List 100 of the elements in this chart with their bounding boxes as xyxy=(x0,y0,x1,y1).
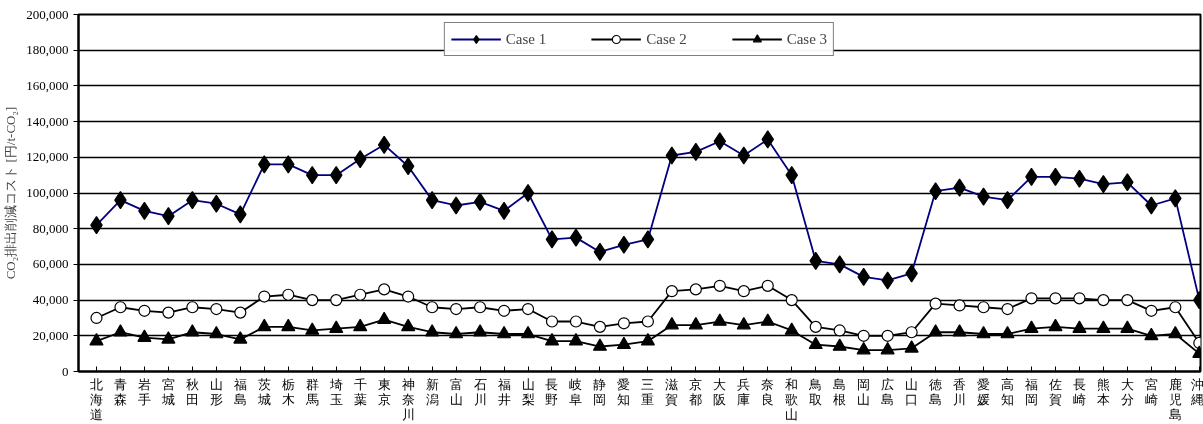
legend-label: Case 3 xyxy=(786,30,828,48)
point xyxy=(928,324,943,337)
point xyxy=(569,315,583,328)
point xyxy=(138,304,151,317)
point xyxy=(856,341,871,355)
point xyxy=(1073,292,1086,305)
x-tick-label: 東京 xyxy=(377,376,391,407)
x-tick-label: 宮城 xyxy=(160,376,175,407)
point xyxy=(617,317,631,330)
x-tick-label: 鹿児島 xyxy=(1168,376,1182,422)
point xyxy=(736,316,751,330)
x-tick-label: 奈良 xyxy=(761,376,775,407)
point xyxy=(1000,325,1015,339)
point xyxy=(593,320,607,333)
point xyxy=(305,322,320,335)
point xyxy=(449,325,464,339)
point xyxy=(976,325,991,339)
point xyxy=(1144,327,1159,341)
x-tick-label: 栃木 xyxy=(281,376,295,407)
x-tick-label: 茨城 xyxy=(256,376,271,407)
point xyxy=(784,322,799,335)
y-tick-label: 100,000 xyxy=(26,185,69,200)
y-axis-title: CO₂排出削減コスト [円/t-CO₂] xyxy=(3,106,19,280)
x-tick-label: 鳥取 xyxy=(808,376,823,407)
point xyxy=(401,318,416,332)
x-tick-label: 京都 xyxy=(689,376,703,407)
point xyxy=(665,285,678,298)
x-tick-label: 山形 xyxy=(209,376,223,407)
point xyxy=(833,324,846,337)
point xyxy=(497,304,511,317)
x-tick-label: 滋賀 xyxy=(665,376,679,407)
point xyxy=(544,333,560,346)
point xyxy=(616,336,632,350)
x-tick-label: 福岡 xyxy=(1024,376,1038,407)
point xyxy=(640,333,655,346)
point xyxy=(881,329,894,342)
point xyxy=(808,336,823,350)
point xyxy=(1049,292,1062,305)
point xyxy=(234,306,247,319)
point xyxy=(472,324,488,337)
x-tick-label: 群馬 xyxy=(304,376,319,407)
point xyxy=(880,341,895,355)
point xyxy=(353,318,368,332)
point xyxy=(281,318,296,332)
point xyxy=(545,315,559,328)
point xyxy=(1145,304,1158,317)
point xyxy=(568,333,584,346)
point xyxy=(952,324,967,337)
point xyxy=(1121,294,1134,307)
y-tick-label: 180,000 xyxy=(26,42,69,58)
point xyxy=(450,302,463,316)
x-tick-label: 石川 xyxy=(473,376,487,407)
point xyxy=(496,325,512,339)
point xyxy=(832,338,847,351)
x-tick-label: 岩手 xyxy=(137,376,151,407)
point xyxy=(282,288,295,301)
x-tick-label: 福井 xyxy=(497,376,511,407)
point xyxy=(712,313,727,326)
point xyxy=(761,279,774,292)
point xyxy=(426,301,439,314)
x-tick-label: 新潟 xyxy=(425,376,439,407)
point xyxy=(977,301,990,314)
x-tick-label: 長崎 xyxy=(1072,376,1086,407)
legend-label: Case 2 xyxy=(646,30,687,48)
point xyxy=(664,316,679,330)
x-tick-label: 山口 xyxy=(905,376,919,407)
point xyxy=(186,301,199,314)
point xyxy=(904,340,919,353)
point xyxy=(905,326,918,339)
point xyxy=(1025,292,1038,305)
y-tick-label: 160,000 xyxy=(26,77,69,93)
point xyxy=(378,283,391,296)
point xyxy=(90,311,103,325)
x-tick-label: 島根 xyxy=(833,376,847,407)
point xyxy=(233,331,248,344)
point xyxy=(258,290,271,303)
x-tick-label: 大分 xyxy=(1120,376,1134,407)
point xyxy=(641,315,654,328)
point xyxy=(210,302,223,316)
point xyxy=(737,285,750,298)
point xyxy=(857,329,870,342)
x-tick-label: 広島 xyxy=(881,376,895,407)
x-tick-label: 北海道 xyxy=(89,376,103,422)
point xyxy=(306,294,319,307)
y-tick-label: 140,000 xyxy=(26,113,69,129)
point xyxy=(473,301,487,314)
point xyxy=(137,329,152,342)
y-tick-label: 200,000 xyxy=(26,6,69,22)
point xyxy=(113,324,128,337)
point xyxy=(520,325,536,339)
x-tick-label: 愛媛 xyxy=(977,376,991,407)
y-tick-label: 60,000 xyxy=(32,256,69,272)
x-tick-label: 静岡 xyxy=(593,376,607,407)
point xyxy=(929,297,942,310)
x-tick-label: 神奈川 xyxy=(401,376,415,422)
point xyxy=(257,318,272,332)
x-tick-label: 愛知 xyxy=(617,376,631,407)
x-tick-label: 三重 xyxy=(641,376,655,407)
point xyxy=(688,316,703,330)
point xyxy=(425,324,440,337)
